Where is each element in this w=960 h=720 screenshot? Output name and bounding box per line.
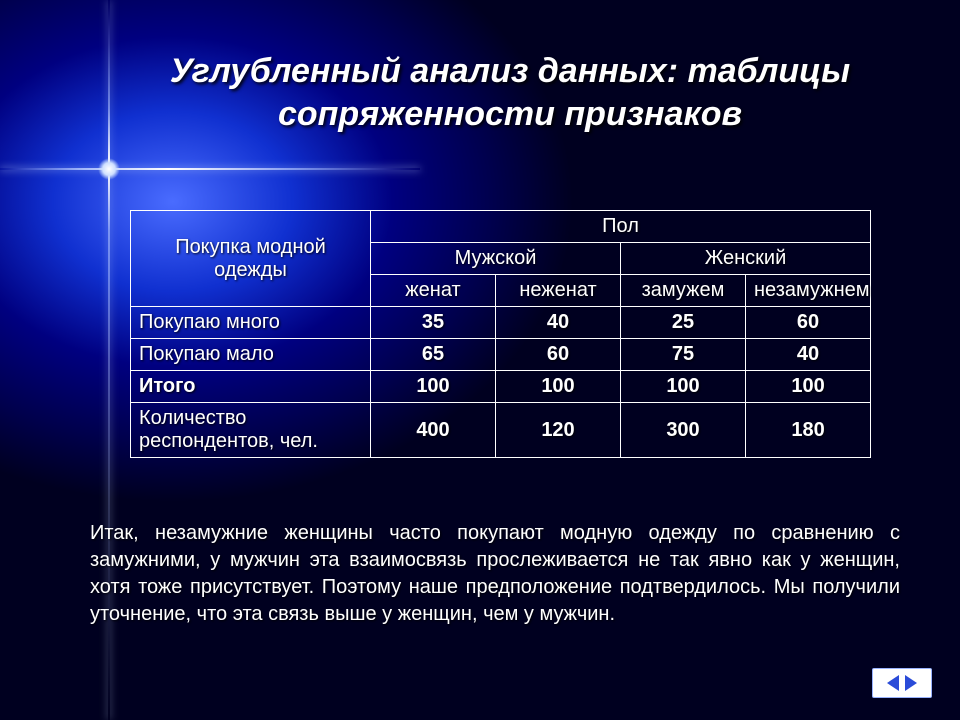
cell: 60: [496, 339, 621, 371]
title-line-2: сопряженности признаков: [278, 95, 742, 133]
cell: 100: [371, 371, 496, 403]
nav-buttons[interactable]: [872, 668, 932, 698]
arrow-right-icon: [905, 675, 917, 691]
table-row: Количество респондентов, чел. 400 120 30…: [131, 403, 871, 458]
cell: 100: [621, 371, 746, 403]
sub-header: незамужнем: [746, 275, 871, 307]
cell: 35: [371, 307, 496, 339]
conclusion-paragraph: Итак, незамужние женщины часто покупают …: [90, 520, 900, 628]
cell: 180: [746, 403, 871, 458]
cell: 120: [496, 403, 621, 458]
row-label: Покупаю много: [131, 307, 371, 339]
contingency-table: Покупка модной одежды Пол Мужской Женски…: [130, 210, 870, 458]
cell: 40: [746, 339, 871, 371]
cell: 60: [746, 307, 871, 339]
gender-header: Пол: [371, 211, 871, 243]
female-header: Женский: [621, 243, 871, 275]
slide-title: Углубленный анализ данных: таблицы сопря…: [120, 50, 900, 135]
cell: 400: [371, 403, 496, 458]
table-header-row-1: Покупка модной одежды Пол: [131, 211, 871, 243]
row-label: Количество респондентов, чел.: [131, 403, 371, 458]
lens-flare-horizontal: [0, 168, 420, 170]
cell: 300: [621, 403, 746, 458]
cell: 100: [496, 371, 621, 403]
cell: 75: [621, 339, 746, 371]
lens-flare-core: [98, 158, 120, 180]
cell: 25: [621, 307, 746, 339]
row-header-label: Покупка модной одежды: [131, 211, 371, 307]
table-row: Покупаю мало 65 60 75 40: [131, 339, 871, 371]
row-label: Итого: [131, 371, 371, 403]
table-row: Покупаю много 35 40 25 60: [131, 307, 871, 339]
title-line-1: Углубленный анализ данных: таблицы: [170, 52, 850, 90]
sub-header: неженат: [496, 275, 621, 307]
row-label: Покупаю мало: [131, 339, 371, 371]
male-header: Мужской: [371, 243, 621, 275]
arrow-left-icon: [887, 675, 899, 691]
cell: 100: [746, 371, 871, 403]
sub-header: женат: [371, 275, 496, 307]
cell: 65: [371, 339, 496, 371]
sub-header: замужем: [621, 275, 746, 307]
cell: 40: [496, 307, 621, 339]
table-row: Итого 100 100 100 100: [131, 371, 871, 403]
